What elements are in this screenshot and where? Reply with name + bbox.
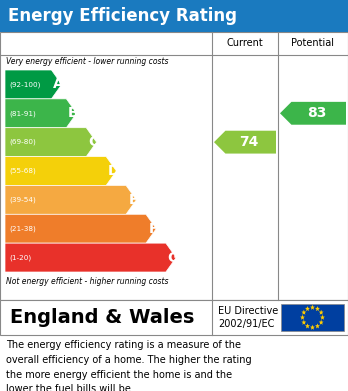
Text: Very energy efficient - lower running costs: Very energy efficient - lower running co…	[6, 57, 168, 66]
Polygon shape	[5, 99, 77, 128]
Text: (1-20): (1-20)	[9, 254, 31, 261]
Polygon shape	[310, 325, 315, 330]
Polygon shape	[300, 315, 305, 320]
Text: G: G	[167, 251, 179, 265]
Polygon shape	[305, 323, 310, 328]
Text: (92-100): (92-100)	[9, 81, 40, 88]
Text: A: A	[53, 77, 64, 91]
Polygon shape	[315, 323, 320, 328]
Bar	[0, 300, 348, 335]
Bar	[281, 304, 344, 331]
Text: Current: Current	[227, 38, 263, 48]
Text: (39-54): (39-54)	[9, 197, 36, 203]
Bar	[0, 0, 348, 32]
Polygon shape	[5, 243, 176, 272]
Polygon shape	[5, 185, 136, 214]
Polygon shape	[319, 320, 324, 325]
Text: B: B	[68, 106, 79, 120]
Polygon shape	[5, 156, 117, 185]
Text: F: F	[148, 222, 158, 236]
Text: 74: 74	[239, 135, 259, 149]
Bar	[0, 32, 348, 300]
Text: (55-68): (55-68)	[9, 168, 36, 174]
Text: E: E	[128, 193, 138, 207]
Text: Energy Efficiency Rating: Energy Efficiency Rating	[8, 7, 237, 25]
Polygon shape	[301, 310, 306, 315]
Text: (69-80): (69-80)	[9, 139, 36, 145]
Polygon shape	[305, 306, 310, 311]
Text: (21-38): (21-38)	[9, 226, 36, 232]
Text: 83: 83	[307, 106, 327, 120]
Text: England & Wales: England & Wales	[10, 308, 195, 327]
Text: C: C	[88, 135, 98, 149]
Polygon shape	[5, 214, 156, 243]
Polygon shape	[310, 305, 315, 310]
Text: Potential: Potential	[292, 38, 334, 48]
Polygon shape	[320, 315, 325, 320]
Text: Not energy efficient - higher running costs: Not energy efficient - higher running co…	[6, 278, 168, 287]
Text: EU Directive: EU Directive	[218, 305, 278, 316]
Polygon shape	[5, 128, 96, 156]
Polygon shape	[280, 102, 346, 125]
Polygon shape	[214, 131, 276, 154]
Text: D: D	[108, 164, 119, 178]
Text: The energy efficiency rating is a measure of the
overall efficiency of a home. T: The energy efficiency rating is a measur…	[6, 340, 252, 391]
Polygon shape	[315, 306, 320, 311]
Text: 2002/91/EC: 2002/91/EC	[218, 319, 274, 330]
Polygon shape	[5, 70, 62, 99]
Polygon shape	[301, 320, 306, 325]
Polygon shape	[319, 310, 324, 315]
Text: (81-91): (81-91)	[9, 110, 36, 117]
